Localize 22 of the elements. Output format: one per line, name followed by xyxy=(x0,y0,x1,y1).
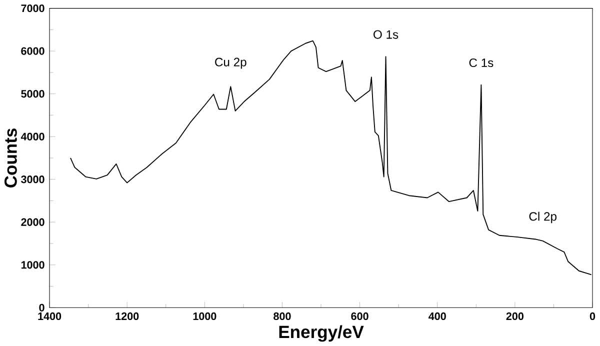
x-tick-label: 400 xyxy=(428,312,446,320)
y-tick-label: 3000 xyxy=(21,175,44,184)
x-axis-title: Energy/eV xyxy=(279,325,364,342)
x-tick-label: 1200 xyxy=(116,312,139,320)
y-tick-label: 1000 xyxy=(21,260,44,269)
x-tick-label: 1000 xyxy=(193,312,216,320)
annotation: C 1s xyxy=(469,58,494,67)
x-tick-label: 1400 xyxy=(38,312,62,320)
y-tick-label: 0 xyxy=(39,304,44,312)
annotation: Cu 2p xyxy=(215,58,246,69)
x-tick-label: 200 xyxy=(506,312,524,320)
y-tick-label: 4000 xyxy=(20,132,44,140)
y-axis-title: Counts xyxy=(4,128,17,188)
y-tick-label: 6000 xyxy=(21,47,44,55)
y-tick-label: 5000 xyxy=(21,90,44,98)
x-tick-label: 800 xyxy=(274,312,291,320)
x-tick-label: 600 xyxy=(351,312,368,320)
annotation: O 1s xyxy=(374,30,398,39)
annotation: Cl 2p xyxy=(529,212,556,224)
y-tick-label: 2000 xyxy=(21,218,44,226)
x-tick-label: 0 xyxy=(590,312,596,320)
y-tick-label: 7000 xyxy=(21,4,44,12)
